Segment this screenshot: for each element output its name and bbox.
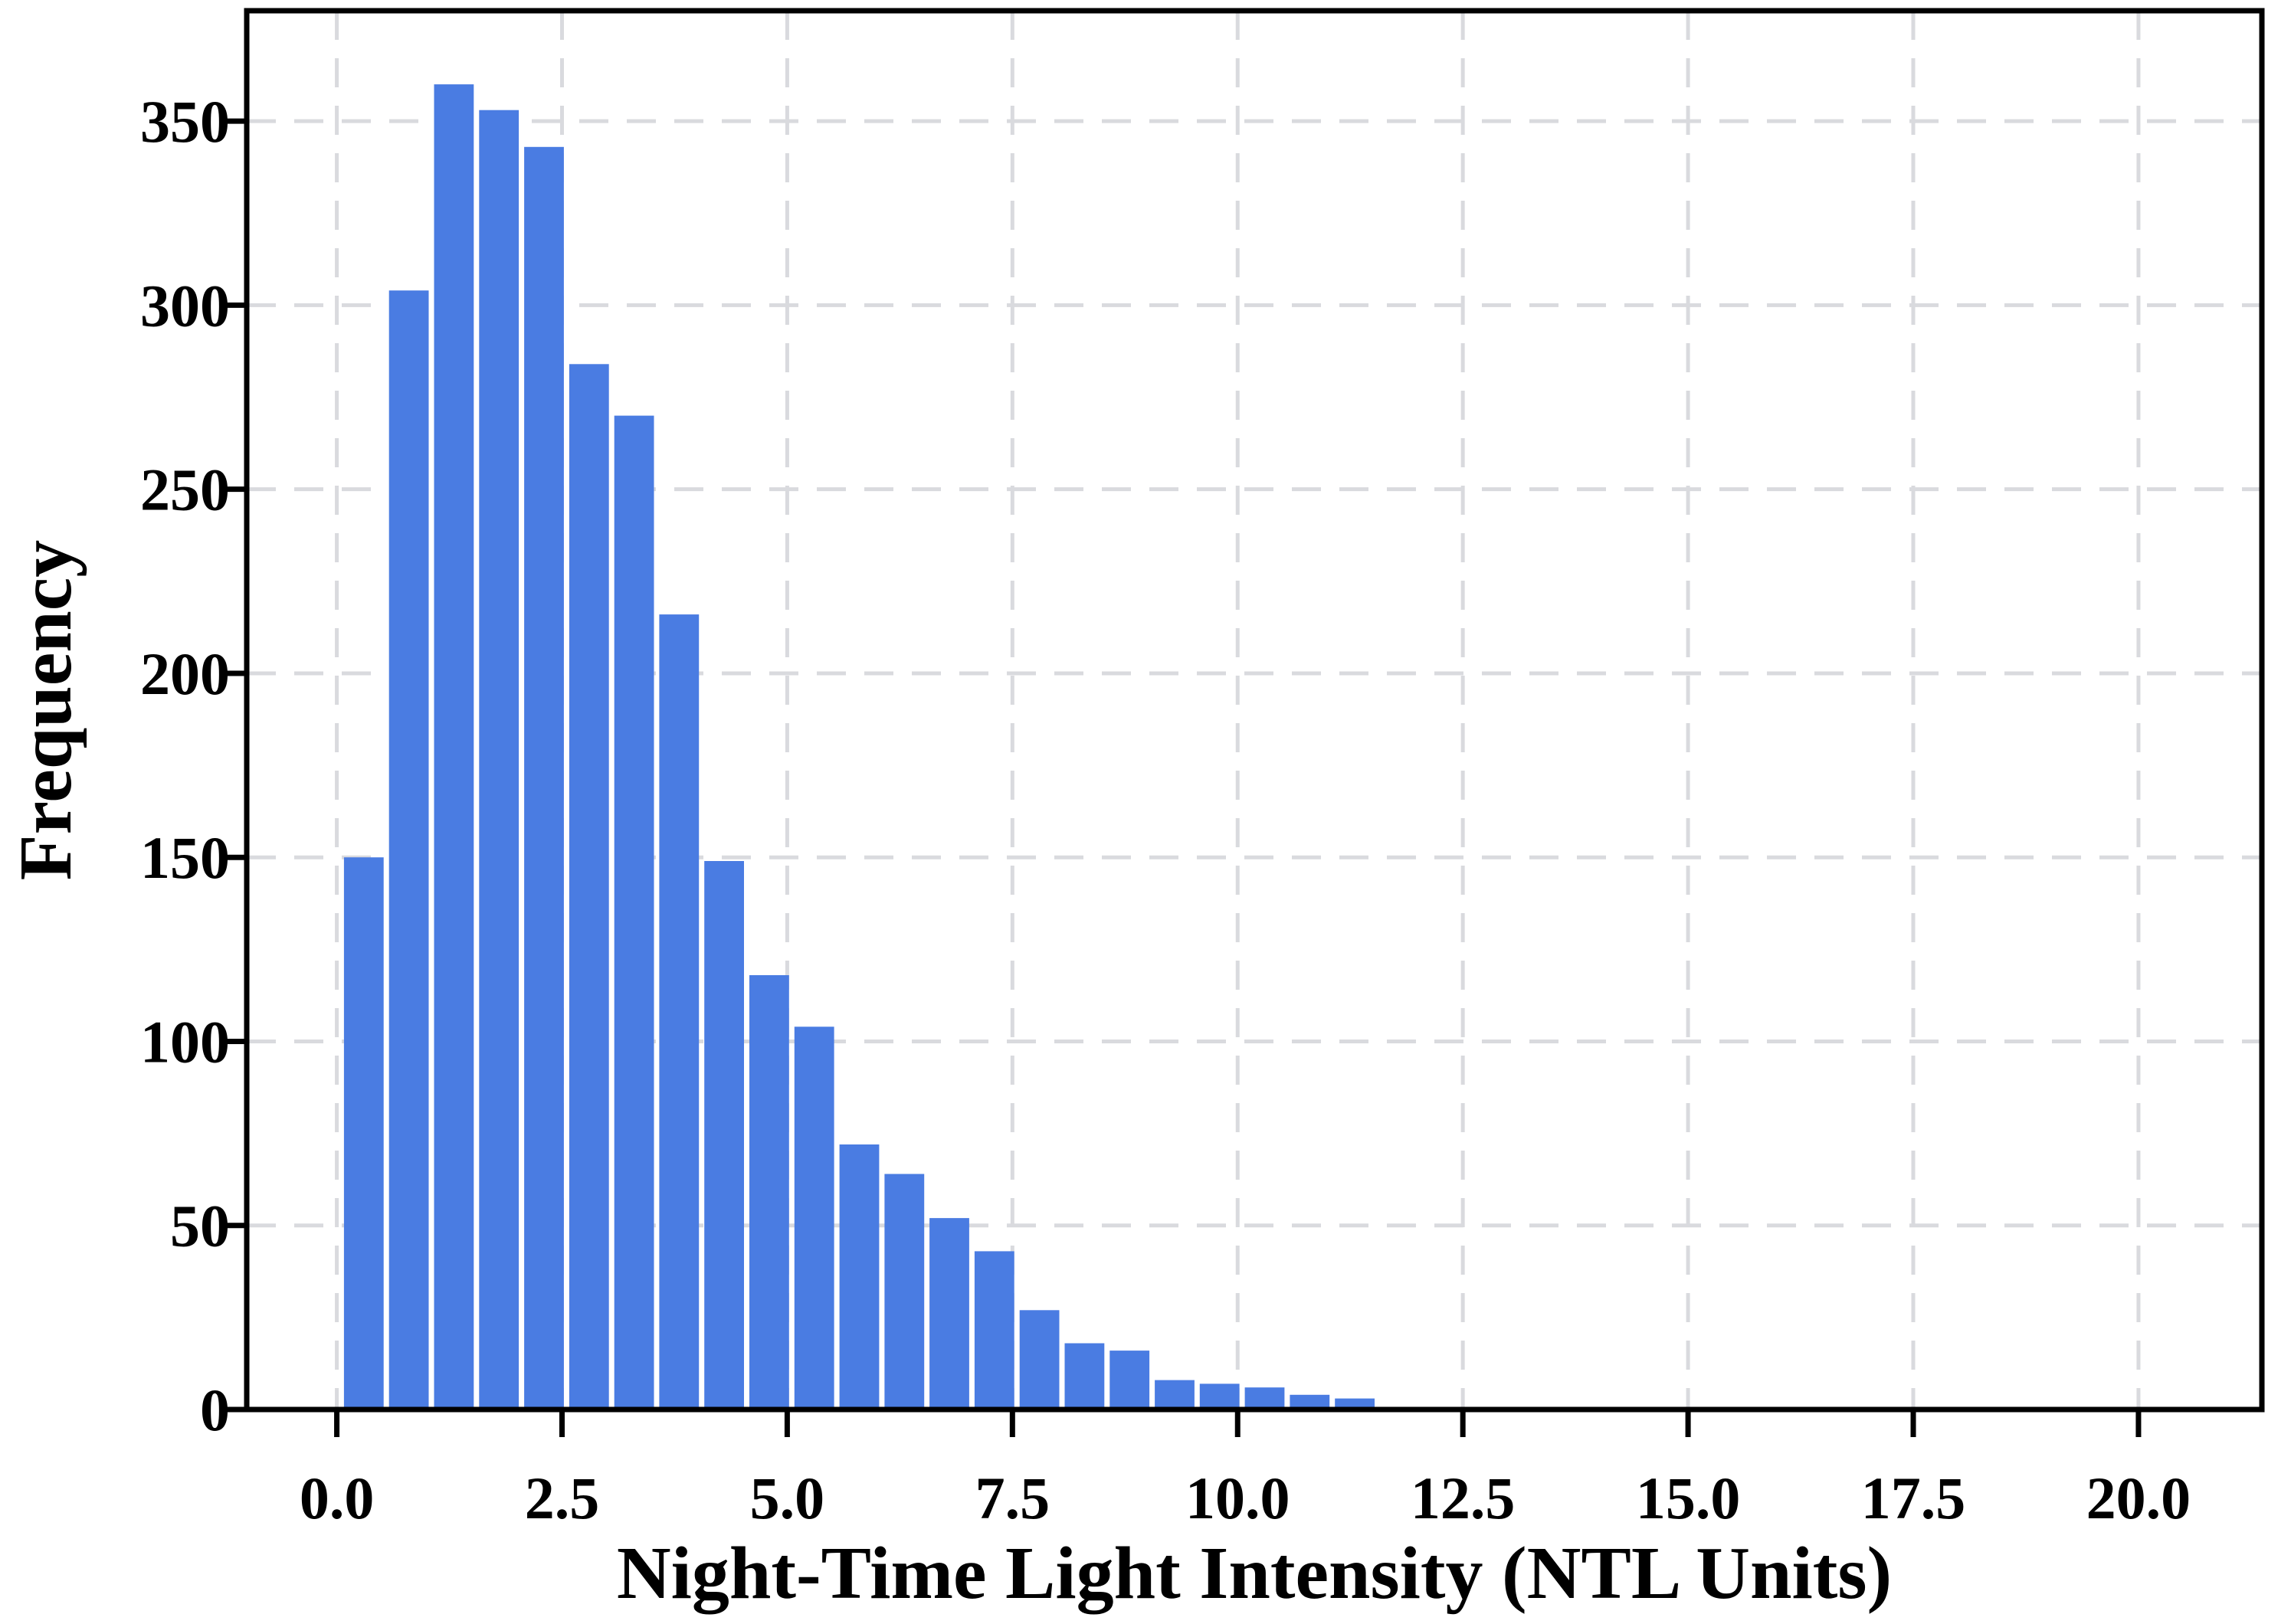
histogram-bar [479, 110, 519, 1410]
y-tick-label: 250 [140, 457, 230, 523]
histogram-bar [1199, 1383, 1240, 1410]
x-tick-label: 17.5 [1861, 1465, 1966, 1531]
axis-ticks [221, 118, 2142, 1437]
plot-border [244, 8, 2265, 1413]
x-tick-label: 0.0 [300, 1465, 375, 1531]
y-tick-label: 200 [140, 640, 230, 707]
x-tick-label: 10.0 [1185, 1465, 1290, 1531]
histogram-bar [434, 84, 474, 1410]
histogram-bar [839, 1144, 880, 1410]
x-tick-label: 12.5 [1411, 1465, 1516, 1531]
histogram-bar [1244, 1387, 1285, 1410]
histogram-bars [343, 84, 1375, 1410]
y-tick-label: 50 [170, 1193, 230, 1259]
y-tick-label: 0 [200, 1377, 230, 1443]
histogram-bar [659, 614, 700, 1410]
x-tick-label: 20.0 [2086, 1465, 2191, 1531]
y-tick-label: 100 [140, 1008, 230, 1075]
histogram-bar [569, 364, 609, 1410]
y-tick-label: 150 [140, 824, 230, 891]
histogram-bar [794, 1026, 834, 1410]
x-tick-label: 7.5 [975, 1465, 1050, 1531]
histogram-bar [524, 146, 564, 1410]
x-tick-label: 2.5 [525, 1465, 600, 1531]
histogram-bar [1335, 1398, 1375, 1410]
histogram-bar [929, 1218, 969, 1410]
histogram-bar [614, 415, 654, 1410]
histogram-bar [704, 861, 744, 1410]
x-tick-label: 15.0 [1636, 1465, 1741, 1531]
histogram-bar [1019, 1310, 1060, 1410]
histogram-bar [1064, 1343, 1105, 1410]
tick-labels: 0.0 2.5 5.0 7.5 10.0 12.5 15.0 17.5 20.0 0 50 100 15… [140, 88, 2191, 1531]
histogram-bar [1155, 1380, 1195, 1410]
y-axis-title: Frequency [5, 540, 87, 881]
x-axis-title: Night-Time Light Intensity (NTL Units) [617, 1532, 1892, 1615]
histogram-bar [1290, 1394, 1330, 1410]
histogram-bar [343, 857, 384, 1410]
histogram-bar [749, 975, 789, 1410]
histogram-bar [1109, 1351, 1150, 1410]
histogram-bar [388, 290, 429, 1410]
histogram-bar [974, 1251, 1014, 1410]
y-tick-label: 350 [140, 88, 230, 155]
x-tick-label: 5.0 [750, 1465, 825, 1531]
y-tick-label: 300 [140, 272, 230, 339]
histogram-bar [884, 1174, 925, 1410]
